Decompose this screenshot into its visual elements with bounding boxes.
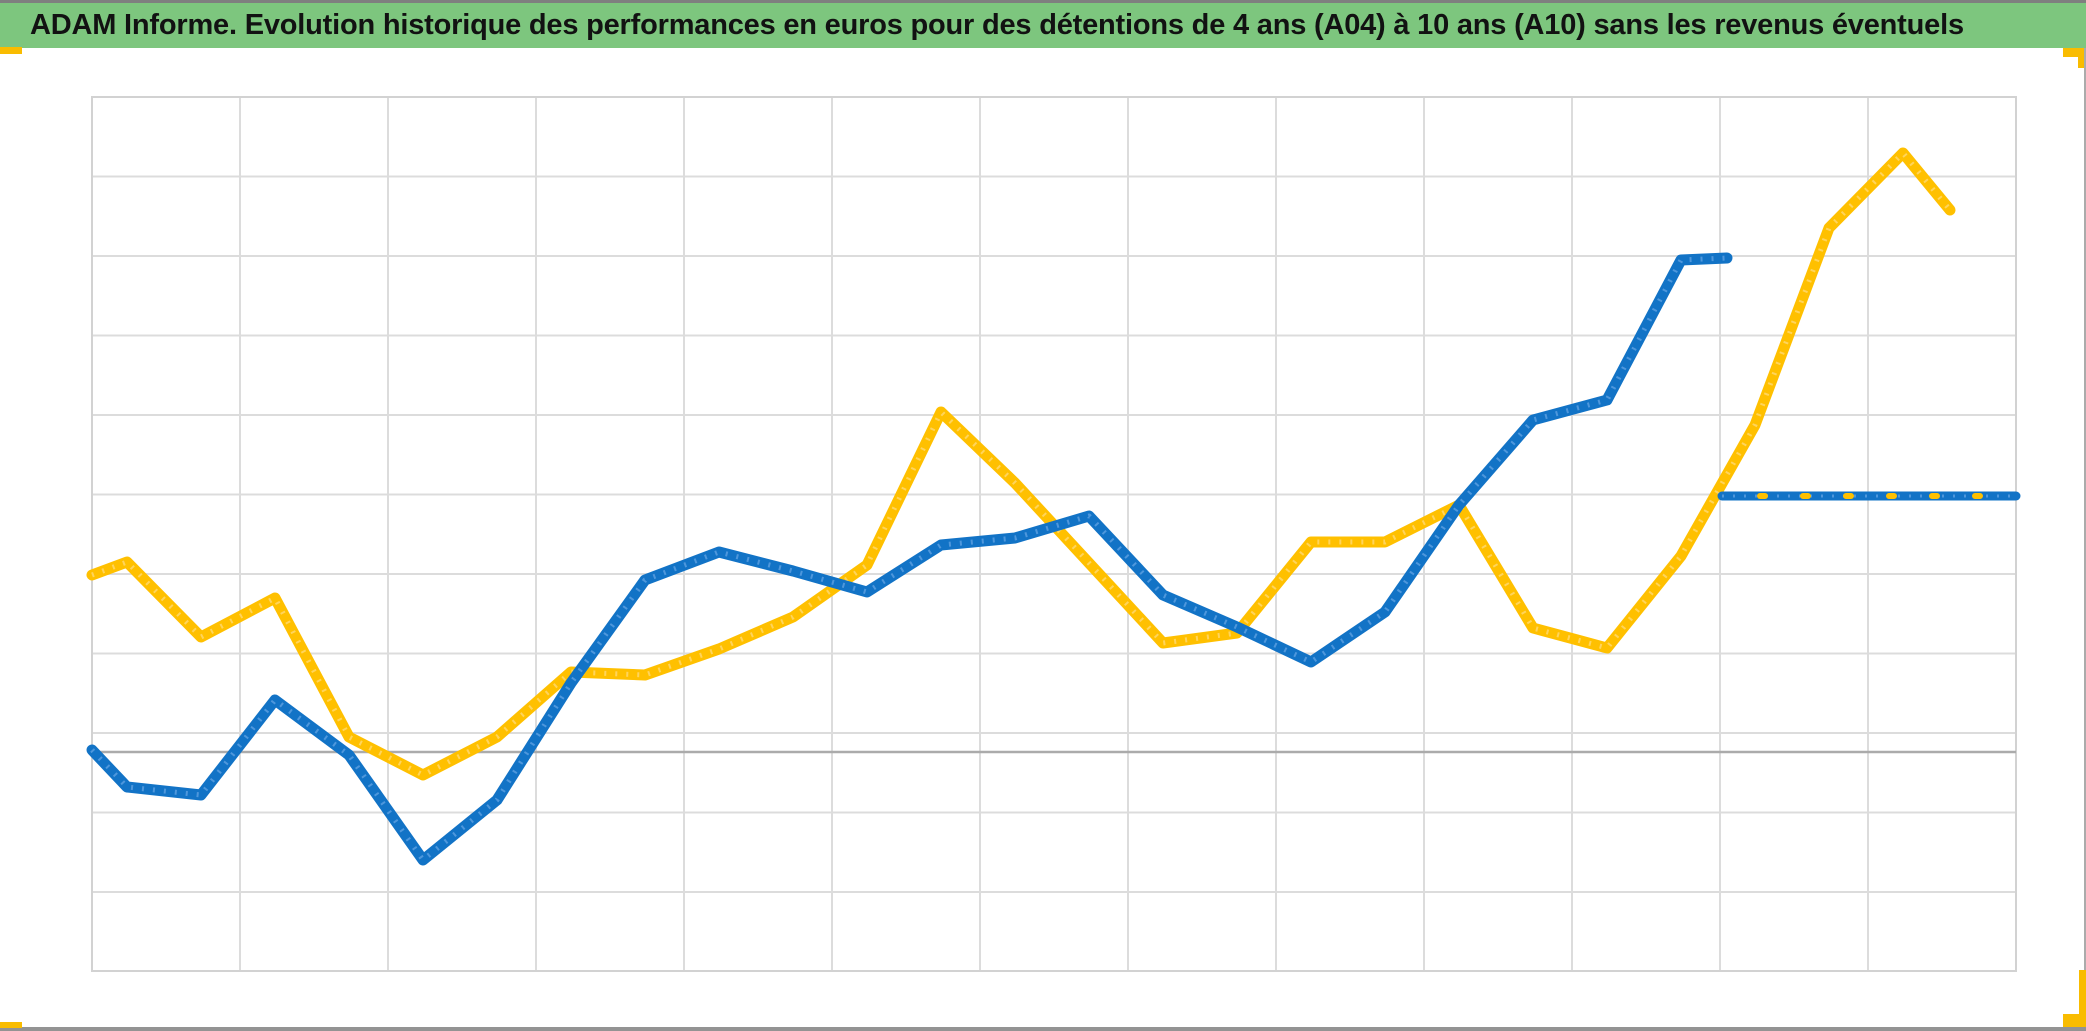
series-lines bbox=[86, 147, 2021, 866]
gold-accent-bottom-left bbox=[0, 1022, 22, 1028]
gold-accent-top-right-vertical bbox=[2078, 48, 2086, 68]
grid-lines bbox=[91, 96, 2017, 972]
blue-series bbox=[86, 252, 1733, 866]
gold-accent-bottom-right-horizontal bbox=[2063, 1014, 2086, 1027]
window-top-border bbox=[0, 0, 2086, 3]
window-right-border bbox=[2084, 48, 2086, 1031]
gold-accent-top-left bbox=[0, 47, 22, 54]
yellow-series-marker-texture bbox=[91, 150, 1952, 778]
yellow-series bbox=[86, 147, 1956, 781]
gold-accent-bottom-right-vertical bbox=[2079, 970, 2086, 1027]
gold-accent-top-right-horizontal bbox=[2063, 48, 2086, 57]
chart-title-bar: ADAM Informe. Evolution historique des p… bbox=[0, 3, 2086, 48]
chart-title: ADAM Informe. Evolution historique des p… bbox=[30, 9, 1964, 41]
window-bottom-border bbox=[0, 1027, 2086, 1031]
